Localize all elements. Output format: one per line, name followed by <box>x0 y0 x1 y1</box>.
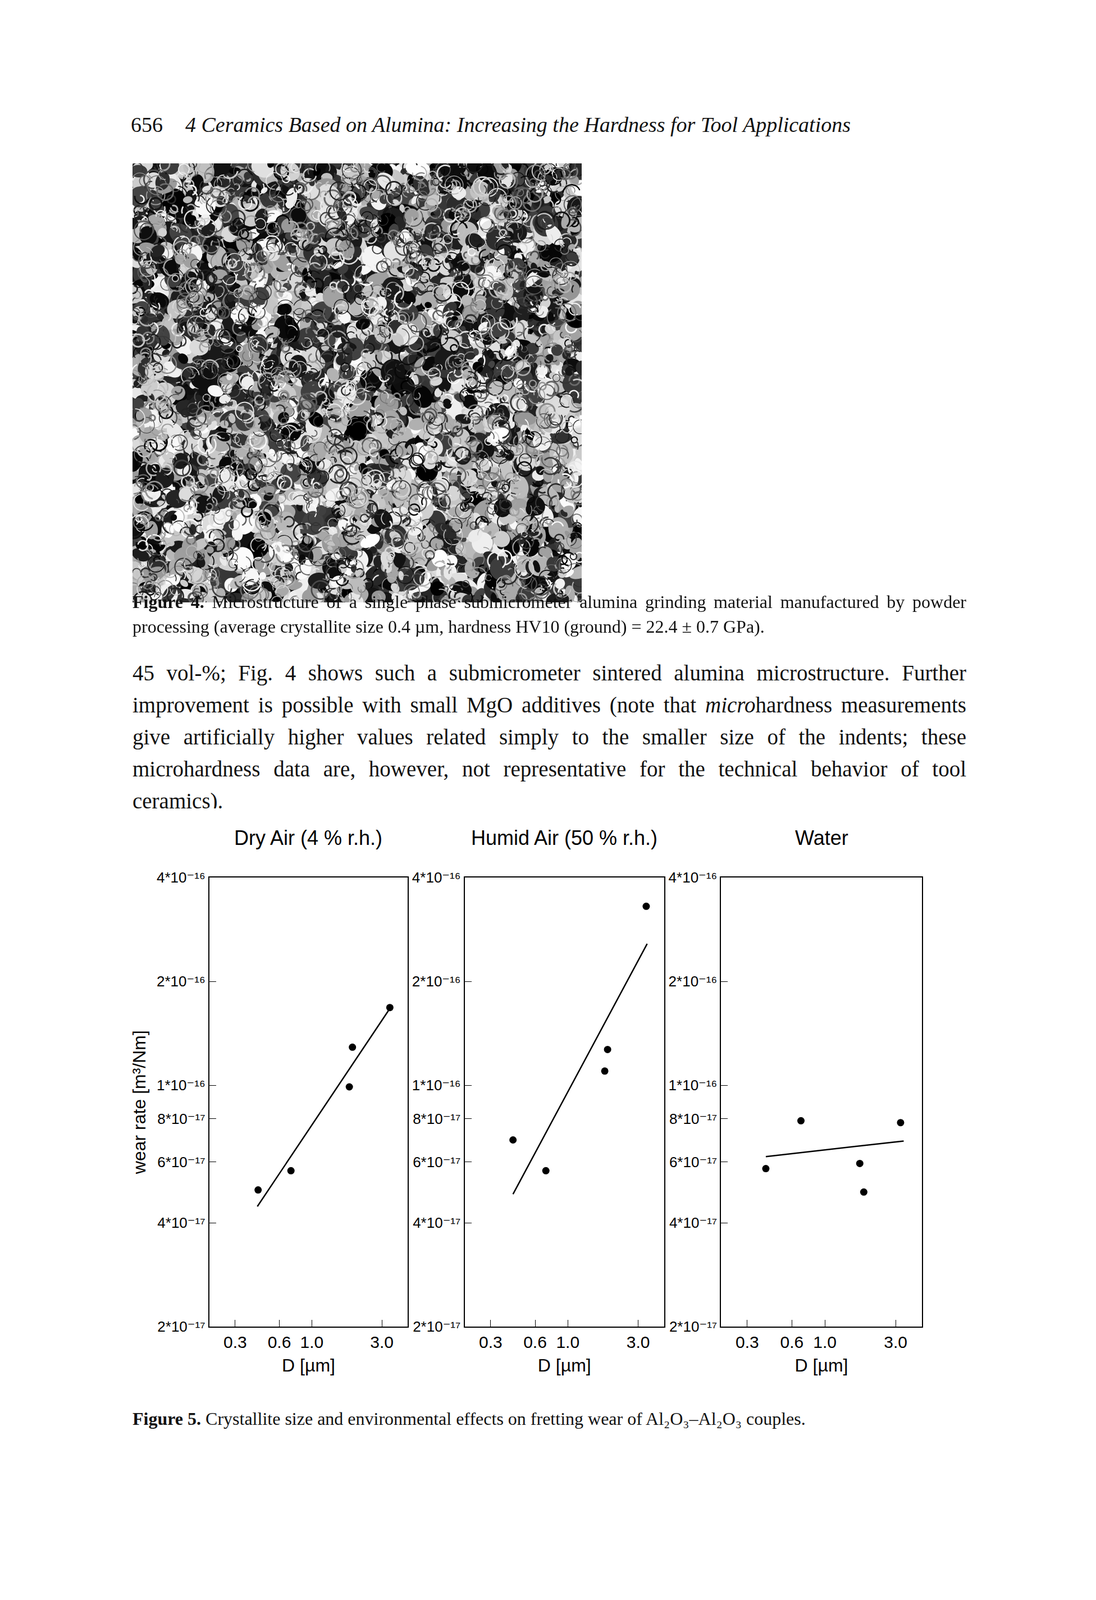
html-text:45 vol-%; Fig. 4 shows such a: 45 vol-%; Fig. 4 shows such a submicrome… <box>132 660 967 814</box>
svg-text:D [µm]: D [µm] <box>281 1355 336 1376</box>
svg-text:4*10⁻¹⁷: 4*10⁻¹⁷ <box>157 1214 205 1232</box>
svg-text:2*10⁻¹⁶: 2*10⁻¹⁶ <box>412 973 461 990</box>
svg-text:2*10⁻¹⁷: 2*10⁻¹⁷ <box>669 1318 718 1336</box>
svg-text:1*10⁻¹⁶: 1*10⁻¹⁶ <box>668 1076 718 1094</box>
svg-text:4*10⁻¹⁷: 4*10⁻¹⁷ <box>412 1214 461 1232</box>
svg-text:D [µm]: D [µm] <box>795 1355 849 1376</box>
svg-text:4*10⁻¹⁶: 4*10⁻¹⁶ <box>668 869 718 887</box>
svg-text:6*10⁻¹⁷: 6*10⁻¹⁷ <box>157 1153 205 1171</box>
svg-text:8*10⁻¹⁷: 8*10⁻¹⁷ <box>157 1110 205 1128</box>
svg-text:0.6: 0.6 <box>523 1332 547 1352</box>
svg-text:1.0: 1.0 <box>300 1332 324 1352</box>
svg-text:4*10⁻¹⁶: 4*10⁻¹⁶ <box>412 869 461 887</box>
svg-text:1.0: 1.0 <box>813 1332 837 1352</box>
svg-text:2*10⁻¹⁶: 2*10⁻¹⁶ <box>156 973 206 990</box>
svg-text:Dry Air (4 % r.h.): Dry Air (4 % r.h.) <box>234 826 383 850</box>
svg-text:0.6: 0.6 <box>780 1332 805 1352</box>
svg-text:2*10⁻¹⁷: 2*10⁻¹⁷ <box>157 1318 205 1336</box>
svg-text:1*10⁻¹⁶: 1*10⁻¹⁶ <box>156 1076 206 1094</box>
svg-text:1.0: 1.0 <box>555 1332 580 1352</box>
svg-text:wear rate [m³/Nm]: wear rate [m³/Nm] <box>129 1030 150 1175</box>
svg-text:3.0: 3.0 <box>370 1332 394 1352</box>
svg-text:4*10⁻¹⁶: 4*10⁻¹⁶ <box>156 869 206 887</box>
svg-text:2*10⁻¹⁶: 2*10⁻¹⁶ <box>668 973 718 990</box>
svg-text:D [µm]: D [µm] <box>537 1355 592 1376</box>
html-text:Figure 5. Crystallite size and: Figure 5. Crystallite size and environme… <box>132 1408 806 1429</box>
svg-text:0.6: 0.6 <box>267 1332 292 1352</box>
svg-text:6*10⁻¹⁷: 6*10⁻¹⁷ <box>669 1153 718 1171</box>
svg-text:0.3: 0.3 <box>735 1332 760 1352</box>
html-text:Figure 4. Microstructure of a: Figure 4. Microstructure of a single pha… <box>132 591 967 637</box>
svg-text:6*10⁻¹⁷: 6*10⁻¹⁷ <box>412 1153 461 1171</box>
html-text:4 Ceramics Based on Alumina: I: 4 Ceramics Based on Alumina: Increasing … <box>185 112 851 137</box>
svg-text:0.3: 0.3 <box>223 1332 248 1352</box>
svg-text:8*10⁻¹⁷: 8*10⁻¹⁷ <box>669 1110 718 1128</box>
svg-text:3.0: 3.0 <box>626 1332 651 1352</box>
svg-text:0.3: 0.3 <box>478 1332 503 1352</box>
svg-text:Humid Air (50 % r.h.): Humid Air (50 % r.h.) <box>471 826 658 850</box>
svg-text:Water: Water <box>795 826 849 850</box>
svg-text:1*10⁻¹⁶: 1*10⁻¹⁶ <box>412 1076 461 1094</box>
svg-text:8*10⁻¹⁷: 8*10⁻¹⁷ <box>412 1110 461 1128</box>
svg-text:4*10⁻¹⁷: 4*10⁻¹⁷ <box>669 1214 718 1232</box>
html-text:656: 656 <box>130 112 163 137</box>
svg-text:2*10⁻¹⁷: 2*10⁻¹⁷ <box>412 1318 461 1336</box>
svg-text:3.0: 3.0 <box>883 1332 908 1352</box>
